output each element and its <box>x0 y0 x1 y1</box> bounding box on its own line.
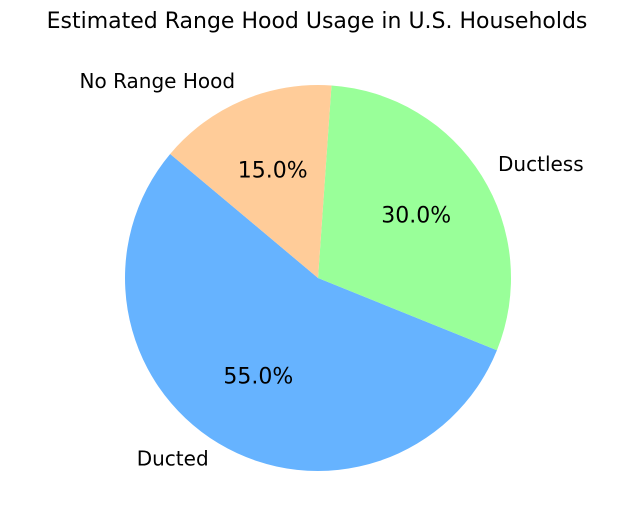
pie-slice <box>125 153 497 472</box>
slice-label: No Range Hood <box>80 69 236 93</box>
value-label: 15.0% <box>238 158 308 183</box>
slice-label: Ductless <box>498 152 584 176</box>
chart-title: Estimated Range Hood Usage in U.S. House… <box>47 9 588 34</box>
value-label: 30.0% <box>381 204 451 229</box>
slice-label: Ducted <box>137 446 209 470</box>
value-label: 55.0% <box>223 364 293 389</box>
pie-slice <box>170 84 332 278</box>
pie-slice <box>318 85 511 351</box>
